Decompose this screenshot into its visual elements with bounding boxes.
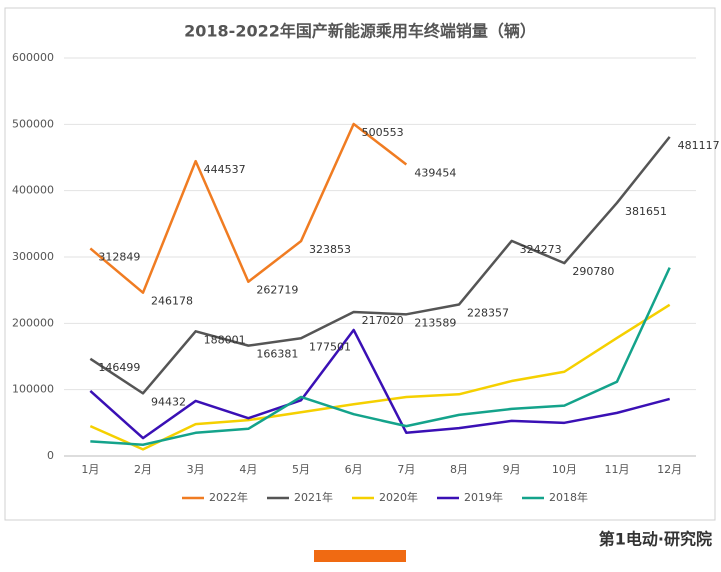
x-tick-label: 11月	[605, 463, 630, 476]
y-tick-label: 100000	[12, 383, 54, 396]
x-tick-label: 3月	[187, 463, 205, 476]
data-label: 381651	[625, 205, 667, 218]
y-tick-label: 400000	[12, 184, 54, 197]
data-label: 439454	[414, 166, 456, 179]
data-label: 290780	[572, 265, 614, 278]
data-label: 146499	[98, 361, 140, 374]
series-line	[89, 122, 408, 294]
data-label: 312849	[98, 250, 140, 263]
y-tick-label: 600000	[12, 51, 54, 64]
data-label: 94432	[151, 395, 186, 408]
y-tick-label: 300000	[12, 250, 54, 263]
x-tick-label: 4月	[239, 463, 257, 476]
x-tick-label: 9月	[503, 463, 521, 476]
brand: 第1电动·研究院	[599, 530, 712, 549]
x-tick-label: 8月	[450, 463, 468, 476]
data-label: 246178	[151, 295, 193, 308]
legend-label: 2018年	[549, 490, 588, 504]
series-line	[90, 267, 671, 446]
y-tick-label: 200000	[12, 316, 54, 329]
series-line	[89, 136, 671, 395]
data-label: 228357	[467, 307, 509, 320]
x-tick-label: 7月	[397, 463, 415, 476]
data-label: 217020	[362, 314, 404, 327]
legend-label: 2019年	[464, 490, 503, 504]
data-label: 444537	[204, 163, 246, 176]
y-tick-label: 0	[47, 449, 54, 462]
data-label: 177501	[309, 340, 351, 353]
chart-frame	[4, 7, 716, 521]
data-label: 213589	[414, 316, 456, 329]
data-label: 323853	[309, 243, 351, 256]
y-tick-label: 500000	[12, 117, 54, 130]
legend-label: 2022年	[209, 490, 248, 504]
x-tick-label: 10月	[552, 463, 577, 476]
legend-label: 2021年	[294, 490, 333, 504]
chart-title: 2018-2022年国产新能源乘用车终端销量（辆）	[184, 22, 536, 41]
x-tick-label: 6月	[345, 463, 363, 476]
legend-label: 2020年	[379, 490, 418, 504]
data-label: 166381	[256, 348, 298, 361]
x-tick-label: 1月	[81, 463, 99, 476]
data-label: 262719	[256, 284, 298, 297]
series-line	[89, 303, 671, 451]
brand-bar	[314, 550, 406, 562]
x-tick-label: 5月	[292, 463, 310, 476]
data-label: 500553	[362, 126, 404, 139]
x-tick-label: 2月	[134, 463, 152, 476]
data-label: 324273	[520, 243, 562, 256]
x-tick-label: 12月	[657, 463, 682, 476]
data-label: 188001	[204, 333, 246, 346]
series-line	[89, 328, 670, 440]
data-label: 481117	[678, 139, 720, 152]
